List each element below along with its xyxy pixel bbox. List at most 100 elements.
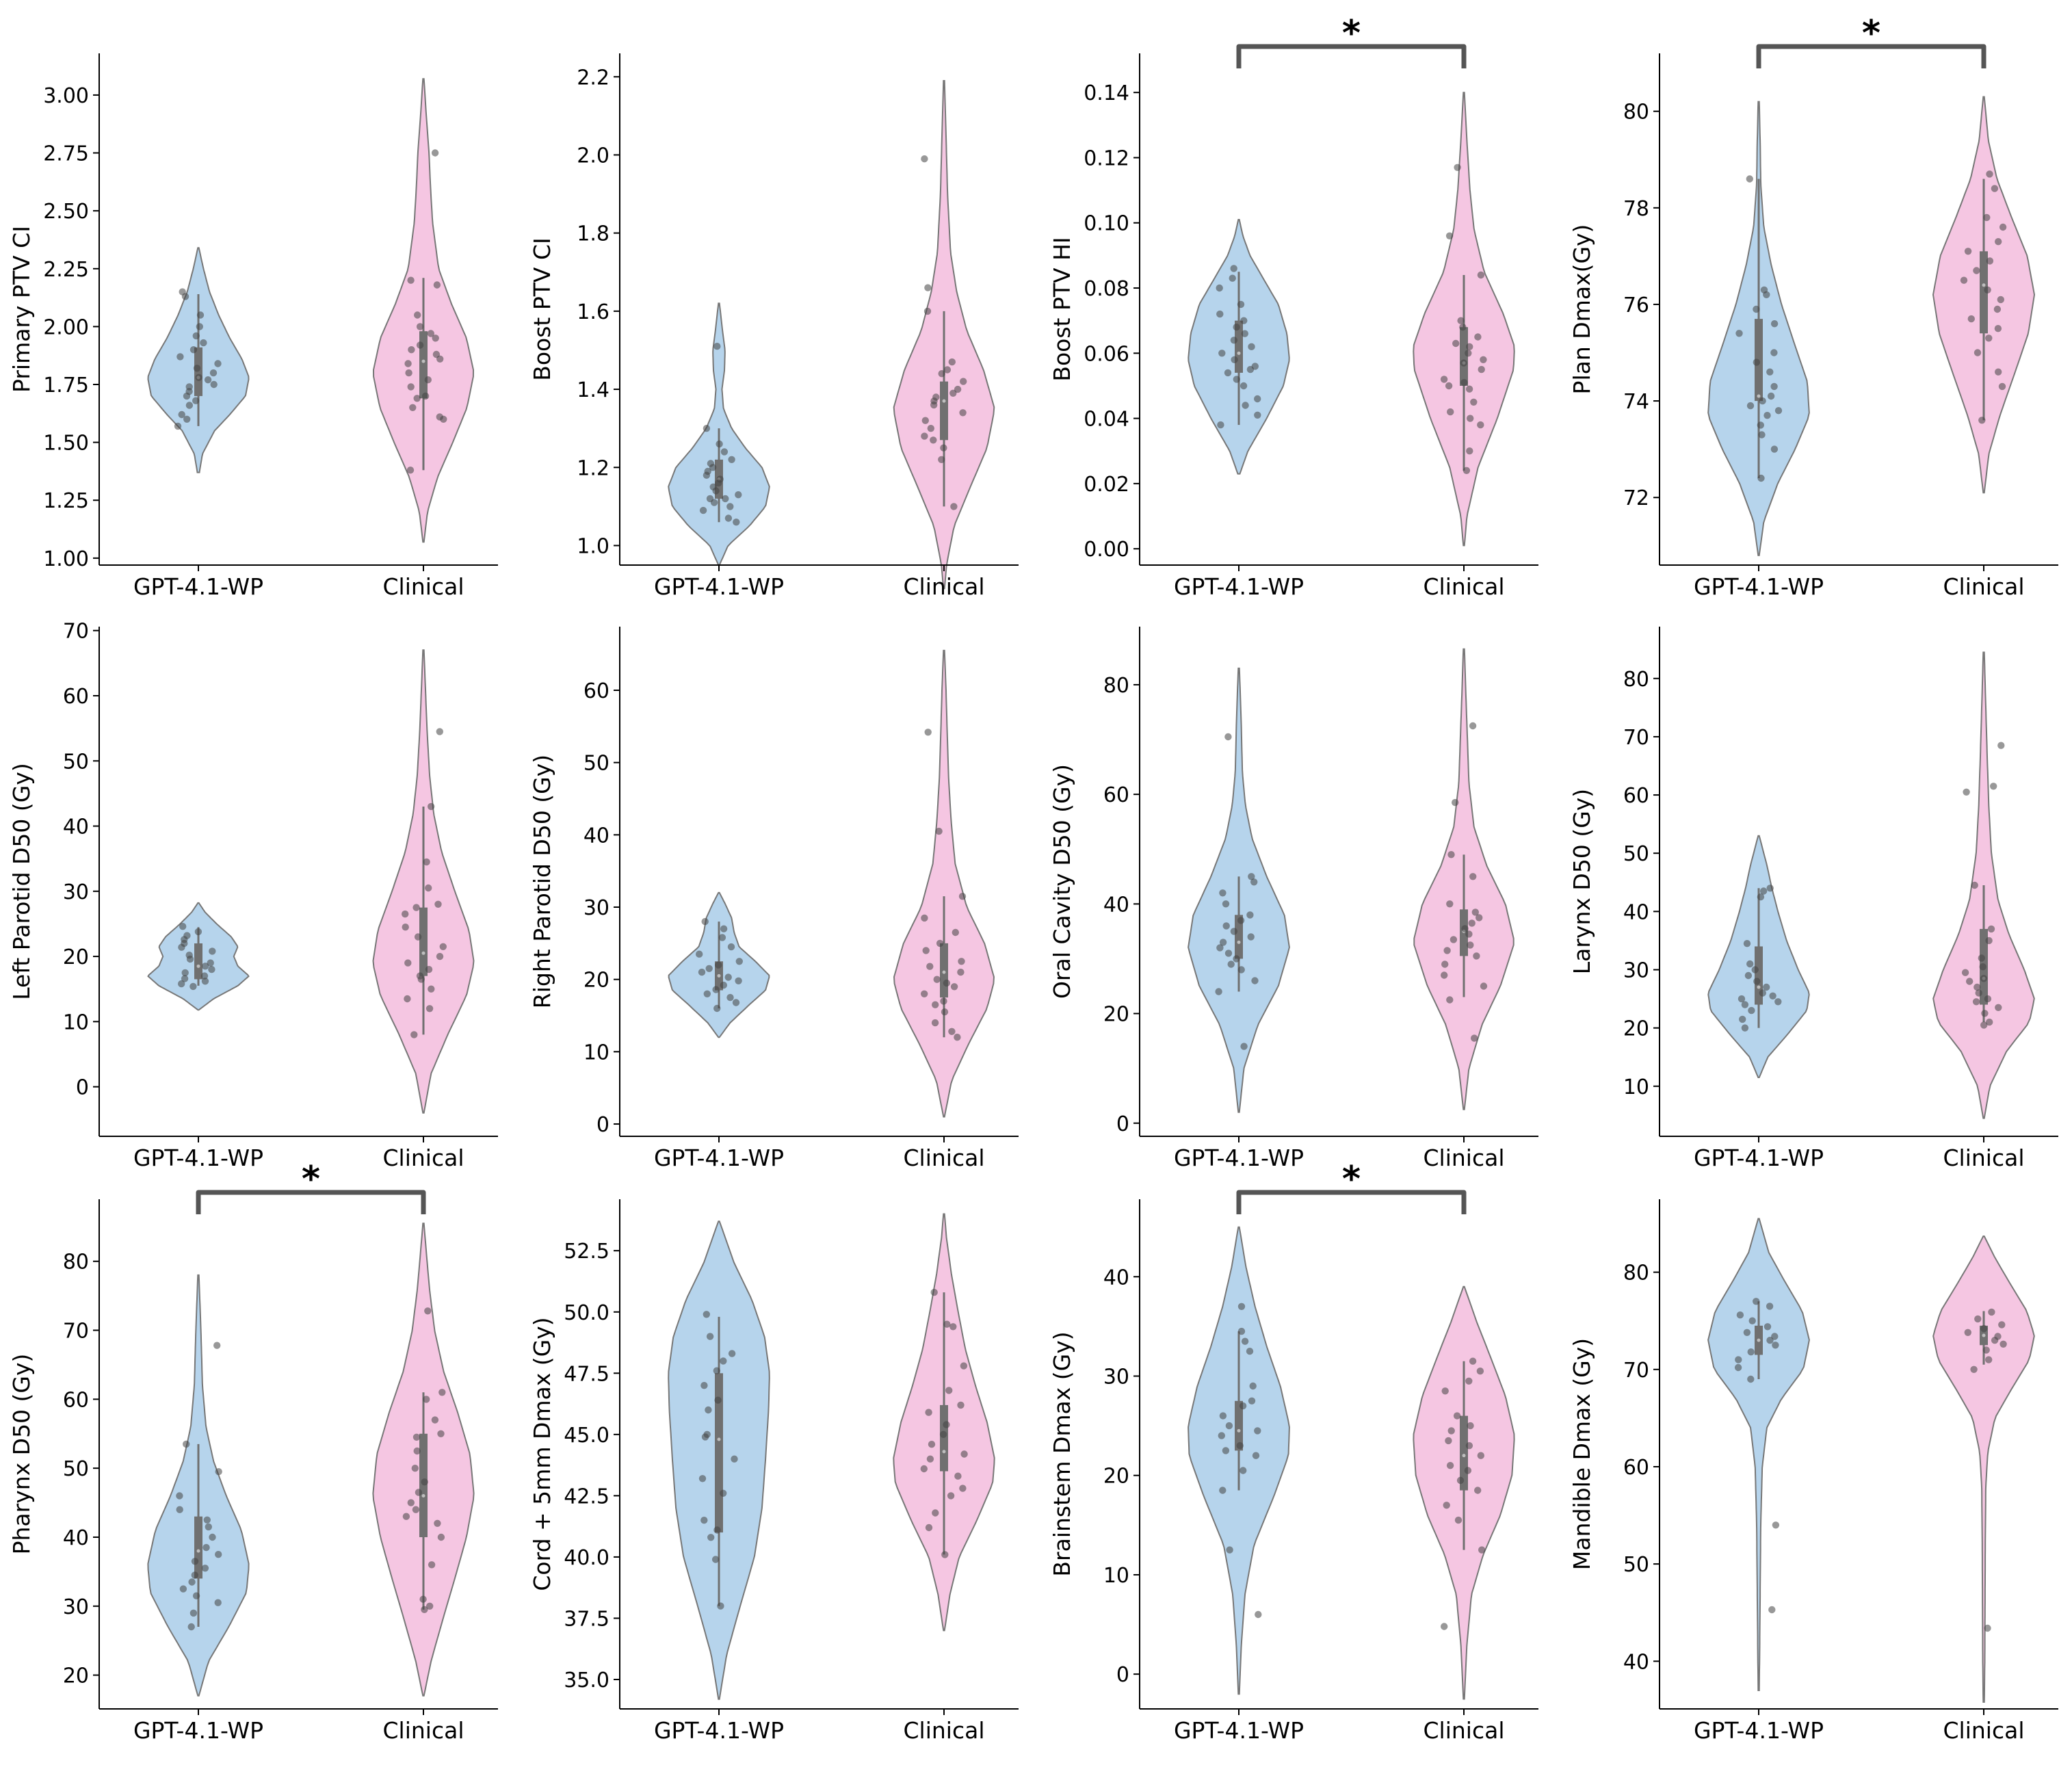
- data-point: [716, 475, 724, 483]
- data-point: [1224, 950, 1233, 957]
- data-point: [410, 1031, 418, 1038]
- data-point: [431, 149, 439, 157]
- y-tick-label: 74: [1623, 390, 1649, 414]
- data-point: [1440, 376, 1448, 383]
- data-point: [1216, 310, 1224, 318]
- y-tick-label: 1.50: [43, 432, 89, 456]
- data-point: [1759, 397, 1766, 405]
- data-point: [210, 380, 218, 389]
- median-marker: [196, 964, 200, 968]
- y-tick-label: 0.12: [1084, 146, 1129, 170]
- y-tick-label: 2.00: [43, 315, 89, 339]
- data-point: [181, 969, 189, 977]
- data-point: [1993, 305, 2002, 313]
- y-tick-label: 50: [63, 750, 89, 774]
- data-point: [174, 422, 182, 430]
- y-tick-label: 70: [1623, 726, 1649, 750]
- significance-bracket: [1756, 44, 1986, 68]
- data-point: [191, 1571, 198, 1579]
- y-tick-label: 40: [1623, 900, 1649, 924]
- data-point: [406, 467, 415, 474]
- data-point: [1990, 783, 1997, 790]
- y-tick-label: 2.75: [43, 142, 89, 166]
- y-tick-label: 40: [63, 1526, 89, 1550]
- significance-star: *: [1342, 1159, 1361, 1200]
- data-point: [1770, 382, 1778, 391]
- data-point: [696, 950, 703, 958]
- data-point: [1751, 966, 1759, 973]
- data-point: [1237, 300, 1245, 309]
- data-point: [1230, 337, 1238, 344]
- data-point: [720, 981, 728, 989]
- data-point: [200, 972, 209, 980]
- data-point: [192, 1592, 200, 1599]
- data-point: [1757, 893, 1765, 901]
- violin-clinical: [893, 649, 995, 1118]
- data-point: [948, 358, 956, 366]
- data-point: [1769, 992, 1776, 1000]
- data-point: [1963, 788, 1970, 796]
- data-point: [438, 1389, 446, 1396]
- data-point: [1767, 392, 1775, 400]
- y-tick-label: 30: [63, 1595, 89, 1619]
- data-point: [925, 1409, 932, 1416]
- data-point: [703, 1430, 711, 1438]
- y-tick-label: 2.0: [577, 144, 609, 168]
- data-point: [954, 385, 962, 393]
- data-point: [704, 467, 711, 475]
- data-point: [402, 910, 409, 918]
- data-point: [426, 1602, 434, 1610]
- data-point: [1994, 1333, 2002, 1340]
- y-tick-label: 0.08: [1084, 277, 1129, 301]
- y-tick-label: 45.0: [564, 1424, 609, 1448]
- x-tick-label: Clinical: [383, 1145, 464, 1171]
- data-point: [1248, 873, 1255, 880]
- data-point: [414, 933, 422, 941]
- data-point: [959, 1485, 967, 1492]
- iqr-box: [419, 907, 428, 976]
- data-point: [1469, 873, 1477, 880]
- data-point: [428, 985, 435, 993]
- data-point: [1246, 1348, 1254, 1355]
- data-point: [726, 503, 734, 510]
- data-point: [409, 404, 417, 411]
- y-tick-label: 1.8: [577, 222, 609, 246]
- data-point: [192, 397, 200, 404]
- data-point: [1230, 265, 1237, 272]
- data-point: [1445, 382, 1453, 390]
- data-point: [945, 1387, 953, 1394]
- data-point: [428, 802, 435, 811]
- iqr-box: [1235, 1400, 1243, 1451]
- data-point: [1459, 324, 1467, 331]
- data-point: [932, 1509, 939, 1517]
- data-point: [200, 339, 207, 347]
- data-point: [1443, 1502, 1450, 1509]
- data-point: [215, 1468, 222, 1476]
- data-point: [935, 827, 943, 835]
- data-point: [732, 999, 740, 1006]
- y-tick-label: 3.00: [43, 84, 89, 108]
- median-marker: [717, 973, 721, 978]
- x-tick-label: GPT-4.1-WP: [654, 1717, 784, 1744]
- data-point: [1251, 977, 1259, 984]
- data-point: [1250, 878, 1258, 886]
- data-point: [1763, 983, 1770, 991]
- data-point: [1465, 1442, 1473, 1450]
- iqr-box: [419, 331, 428, 399]
- data-point: [1224, 369, 1232, 377]
- y-tick-label: 0.10: [1084, 212, 1129, 236]
- y-tick-label: 50: [583, 752, 609, 776]
- data-point: [1450, 936, 1458, 943]
- data-point: [1240, 382, 1248, 390]
- data-point: [433, 281, 441, 289]
- chart-panel: 0 10 20 30 40 50 60 GPT-4.1-WP Clinical Right Par…: [529, 627, 1019, 1171]
- data-point: [1219, 1412, 1227, 1420]
- data-point: [1478, 365, 1485, 374]
- data-point: [1446, 1462, 1454, 1469]
- x-tick-label: GPT-4.1-WP: [1694, 573, 1824, 600]
- y-tick-label: 2.2: [577, 66, 609, 90]
- data-point: [402, 1513, 410, 1520]
- data-point: [921, 155, 928, 163]
- x-tick-label: GPT-4.1-WP: [1174, 573, 1304, 600]
- x-tick-label: Clinical: [1424, 1717, 1505, 1744]
